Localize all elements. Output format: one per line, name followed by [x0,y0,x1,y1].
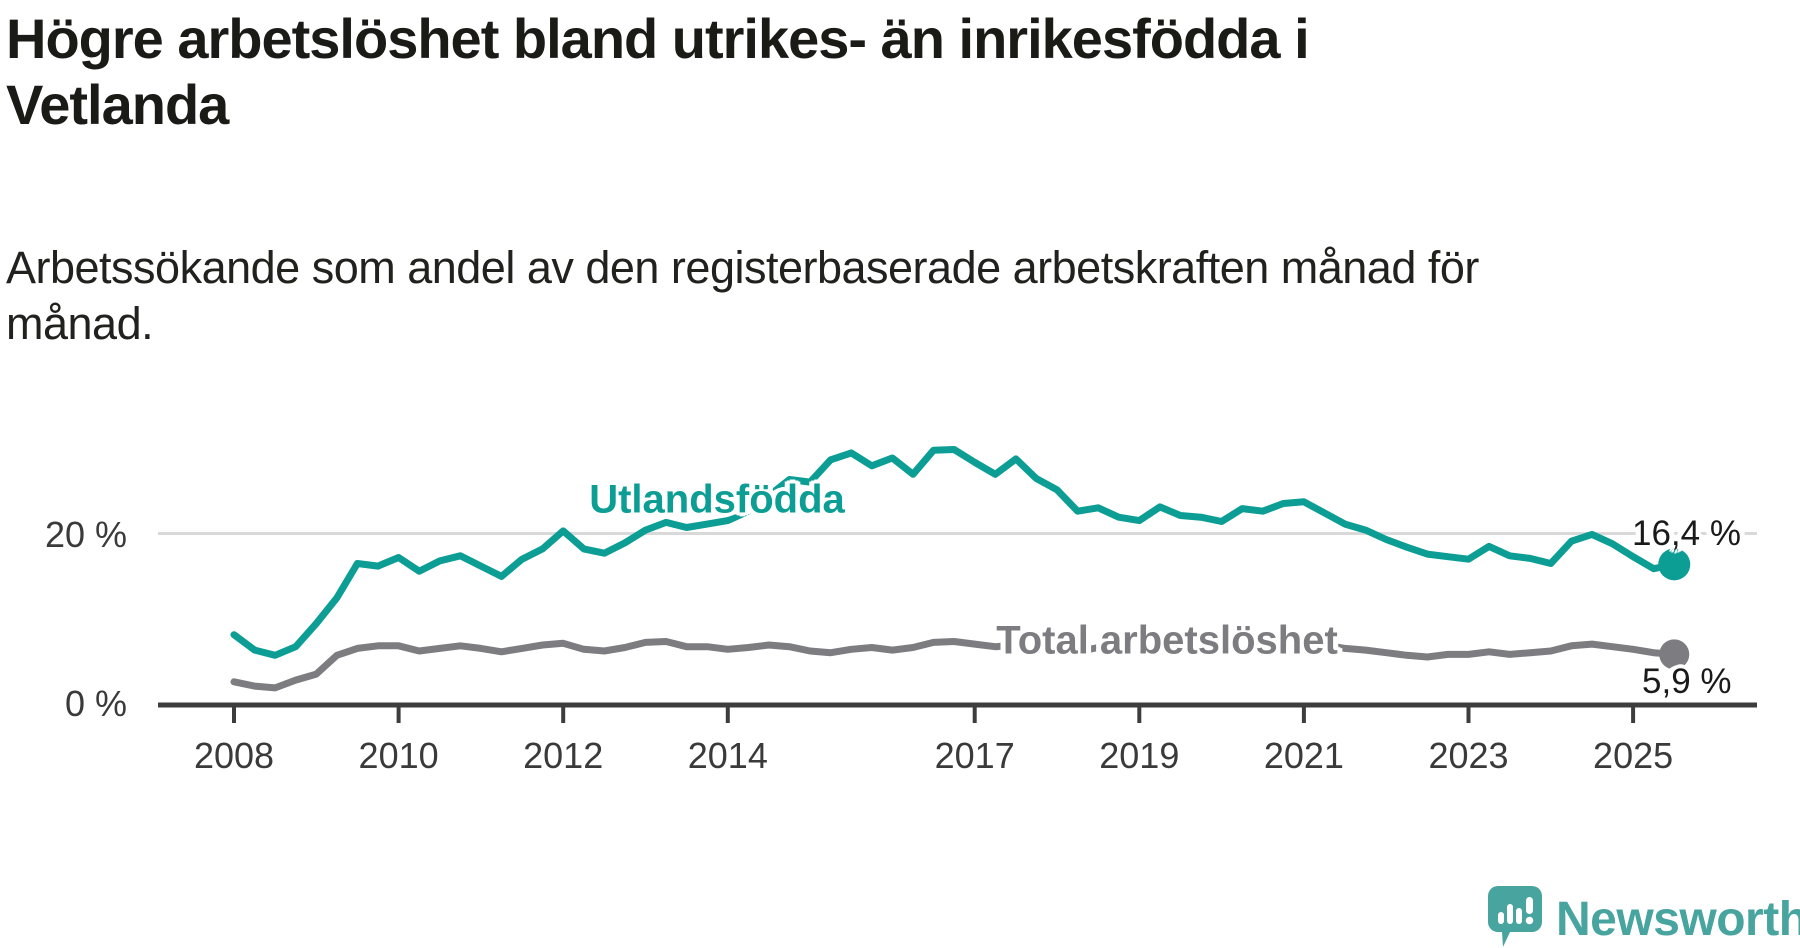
x-tick-label: 2012 [523,735,604,776]
series-line-utlandsfodda [230,446,1678,659]
series-label-utlandsfodda: Utlandsfödda [589,477,845,522]
x-tick-label: 2019 [1099,735,1180,776]
logo-speech-bubble-icon [1488,886,1542,947]
x-tick-label: 2014 [687,735,768,776]
x-tick-label: 2025 [1593,735,1674,776]
page-subtitle: Arbetssökande som andel av den registerb… [6,242,1479,349]
series-label-total-arbetsloshet: Total arbetslöshet [996,618,1338,663]
x-tick-label: 2021 [1263,735,1344,776]
page-title: Högre arbetslöshet bland utrikes- än inr… [6,7,1310,136]
series-end-dot-utlandsfodda [1658,548,1691,581]
x-tick-label: 2017 [934,735,1015,776]
newsworthy-logo: Newsworthy [1488,886,1800,948]
y-tick-label-20: 20 % [44,514,127,555]
y-tick-label-0: 0 % [64,683,127,724]
x-tick-label: 2010 [358,735,439,776]
series-end-dot-total [1659,639,1690,670]
end-value-label-total-arbetsloshet: 5,9 % [1642,662,1732,701]
x-tick-label: 2008 [193,735,275,776]
x-tick-label: 2023 [1428,735,1509,776]
newsworthy-logo-text: Newsworthy [1556,893,1800,946]
series-line-total [230,636,1678,692]
end-value-label-utlandsfodda: 16,4 % [1632,514,1741,553]
